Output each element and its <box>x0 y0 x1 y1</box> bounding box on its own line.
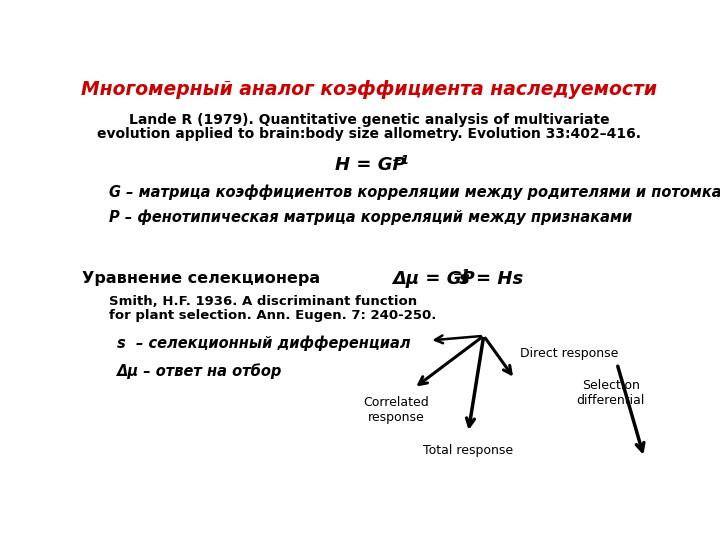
Text: Δμ = GP: Δμ = GP <box>392 270 475 288</box>
Text: Direct response: Direct response <box>520 347 618 360</box>
Text: −1: −1 <box>392 154 410 167</box>
Text: Total response: Total response <box>423 444 513 457</box>
Text: evolution applied to brain:body size allometry. Evolution 33:402–416.: evolution applied to brain:body size all… <box>97 127 641 141</box>
Text: for plant selection. Ann. Eugen. 7: 240-250.: for plant selection. Ann. Eugen. 7: 240-… <box>109 308 437 321</box>
Text: H = GP: H = GP <box>335 156 405 174</box>
Text: s  – селекционный дифференциал: s – селекционный дифференциал <box>117 336 410 352</box>
Text: P – фенотипическая матрица корреляций между признаками: P – фенотипическая матрица корреляций ме… <box>109 210 633 225</box>
Text: Selection
differential: Selection differential <box>577 379 645 407</box>
Text: −1: −1 <box>453 268 471 281</box>
Text: Correlated
response: Correlated response <box>364 396 429 424</box>
Text: Lande R (1979). Quantitative genetic analysis of multivariate: Lande R (1979). Quantitative genetic ana… <box>129 113 609 127</box>
Text: s = Hs: s = Hs <box>459 270 523 288</box>
Text: Уравнение селекционера: Уравнение селекционера <box>82 272 320 286</box>
Text: Smith, H.F. 1936. A discriminant function: Smith, H.F. 1936. A discriminant functio… <box>109 295 418 308</box>
Text: G – матрица коэффициентов корреляции между родителями и потомками: G – матрица коэффициентов корреляции меж… <box>109 184 720 200</box>
Text: Δμ – ответ на отбор: Δμ – ответ на отбор <box>117 363 282 379</box>
Text: Многомерный аналог коэффициента наследуемости: Многомерный аналог коэффициента наследуе… <box>81 80 657 99</box>
